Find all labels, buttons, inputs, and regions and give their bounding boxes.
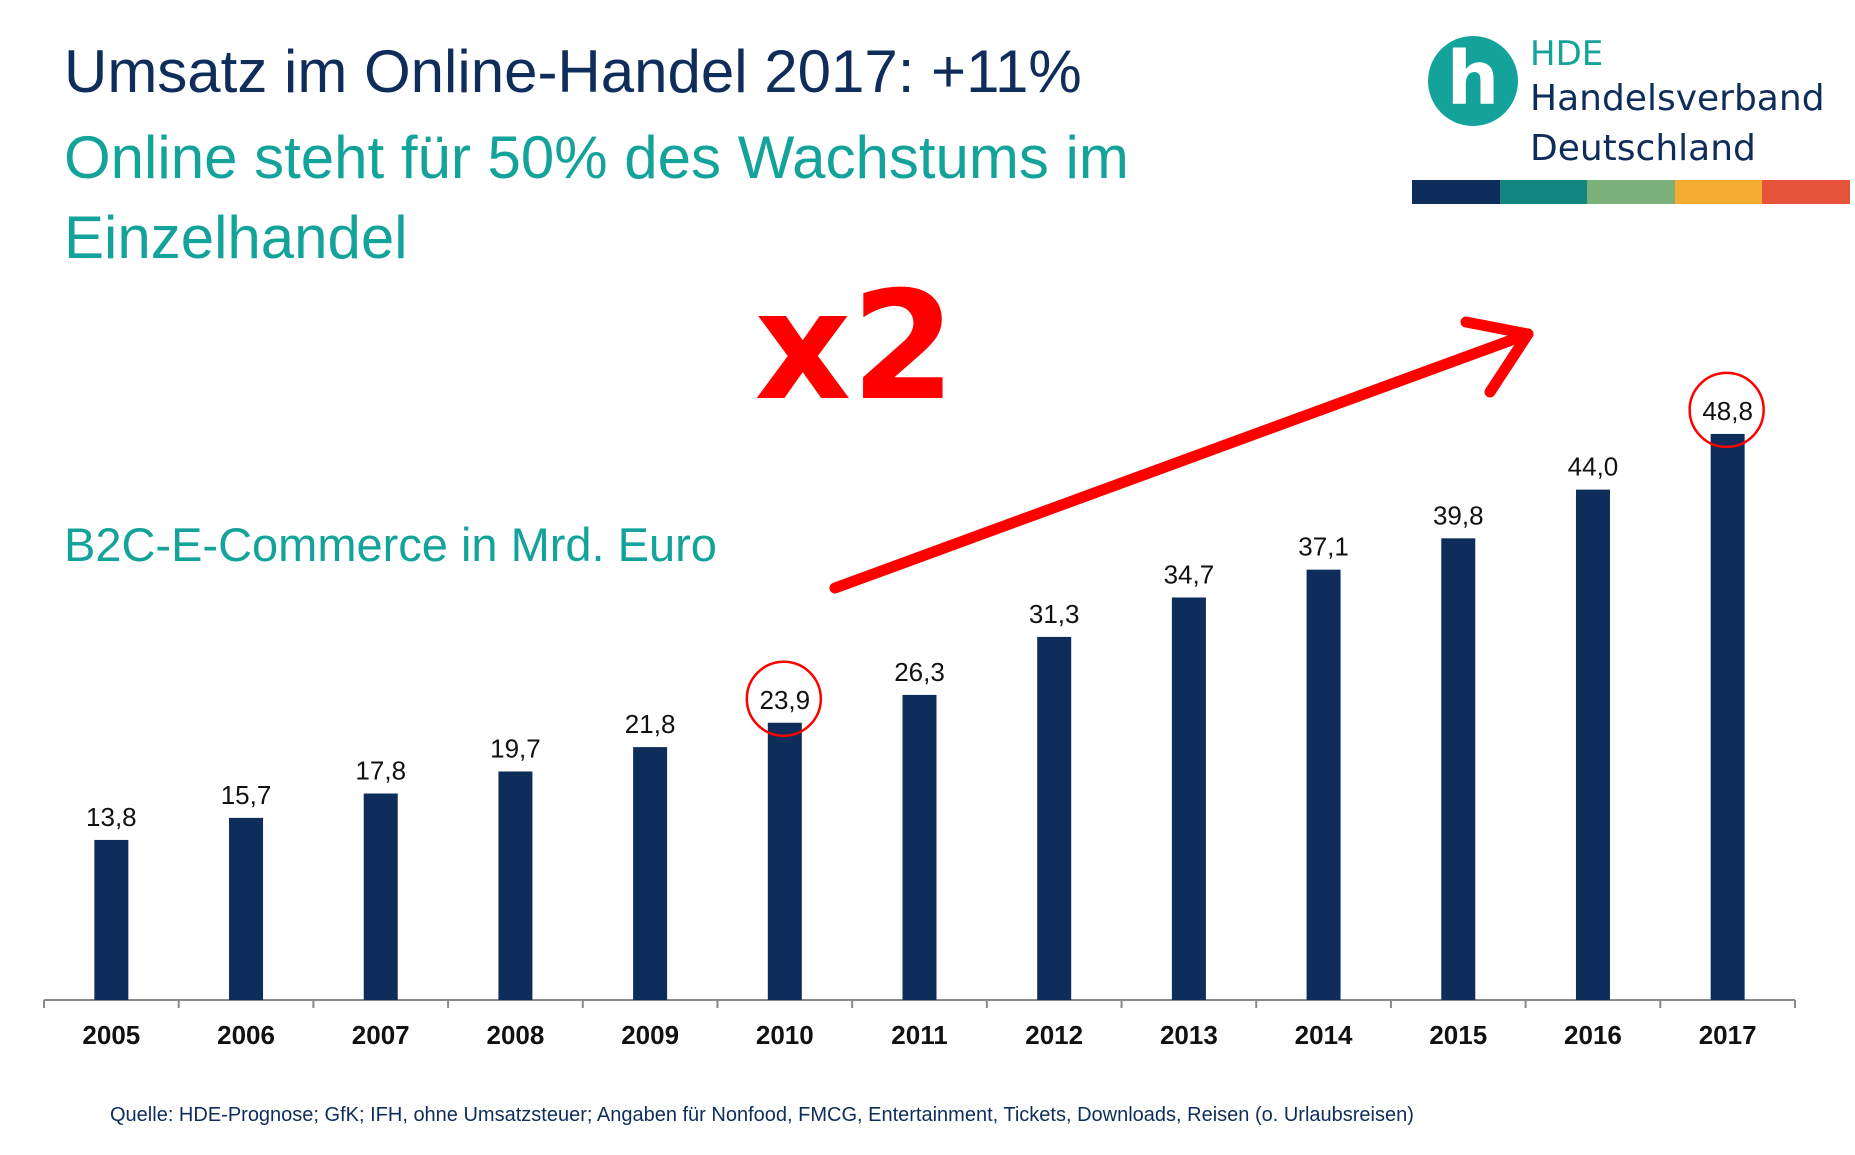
bar [1171,597,1206,1000]
x-tick-label: 2016 [1564,1020,1622,1050]
x-tick-label: 2008 [487,1020,545,1050]
logo-stripe [1674,180,1763,204]
highlight-circle [1688,371,1765,449]
data-label: 19,7 [490,733,541,763]
data-label: 26,3 [894,657,945,687]
highlight-circle [745,660,823,738]
data-label: 44,0 [1568,452,1619,482]
data-label: 31,3 [1029,599,1080,629]
growth-arrow-head [1460,316,1534,398]
x-tick-label: 2014 [1295,1020,1353,1050]
logo-stripe [1587,180,1675,204]
source-note: Quelle: HDE-Prognose; GfK; IFH, ohne Ums… [110,1104,1414,1126]
data-label: 34,7 [1164,559,1215,589]
bar [767,722,802,1000]
logo-stripe [1762,180,1850,204]
bar [1306,569,1341,1000]
bar [1710,433,1745,1000]
bar [1575,489,1610,1000]
logo-line-2: Handelsverband [1530,78,1825,119]
data-label: 13,8 [86,802,137,832]
x-tick-label: 2005 [82,1020,140,1050]
bar [1441,538,1476,1000]
data-label: 15,7 [221,780,272,810]
logo-stripe [1499,180,1588,204]
bar [94,839,129,1000]
x-tick-label: 2007 [352,1020,410,1050]
bar [229,817,264,1000]
chart-title: B2C-E-Commerce in Mrd. Euro [64,518,717,571]
multiplier-annotation: x2 [754,260,955,434]
x-tick-label: 2011 [891,1020,947,1050]
bar [633,747,668,1000]
hde-logo: h HDE Handelsverband Deutschland [1410,28,1850,208]
x-tick-label: 2015 [1429,1020,1487,1050]
data-label: 23,9 [760,685,811,715]
page-title: Umsatz im Online-Handel 2017: +11% [64,38,1082,105]
logo-line-3: Deutschland [1530,128,1756,169]
x-tick-label: 2009 [621,1020,679,1050]
x-tick-label: 2010 [756,1020,814,1050]
data-label: 17,8 [355,756,406,786]
data-label: 21,8 [625,709,676,739]
bar [363,793,398,1000]
data-label: 48,8 [1702,396,1753,426]
growth-arrow-shaft [829,328,1534,594]
logo-stripe [1412,180,1500,204]
hde-logo-icon: h [1428,36,1518,126]
logo-color-stripes [1412,180,1850,204]
x-tick-label: 2006 [217,1020,275,1050]
bar [498,771,533,1000]
bar [1037,636,1072,1000]
data-label: 39,8 [1433,500,1484,530]
x-tick-label: 2012 [1025,1020,1083,1050]
data-label: 37,1 [1298,532,1349,562]
x-tick-label: 2017 [1699,1020,1757,1050]
page-subtitle: Online steht für 50% des Wachstums im Ei… [64,124,1129,271]
x-tick-label: 2013 [1160,1020,1218,1050]
logo-line-1: HDE [1530,34,1604,74]
bar [902,694,937,1000]
